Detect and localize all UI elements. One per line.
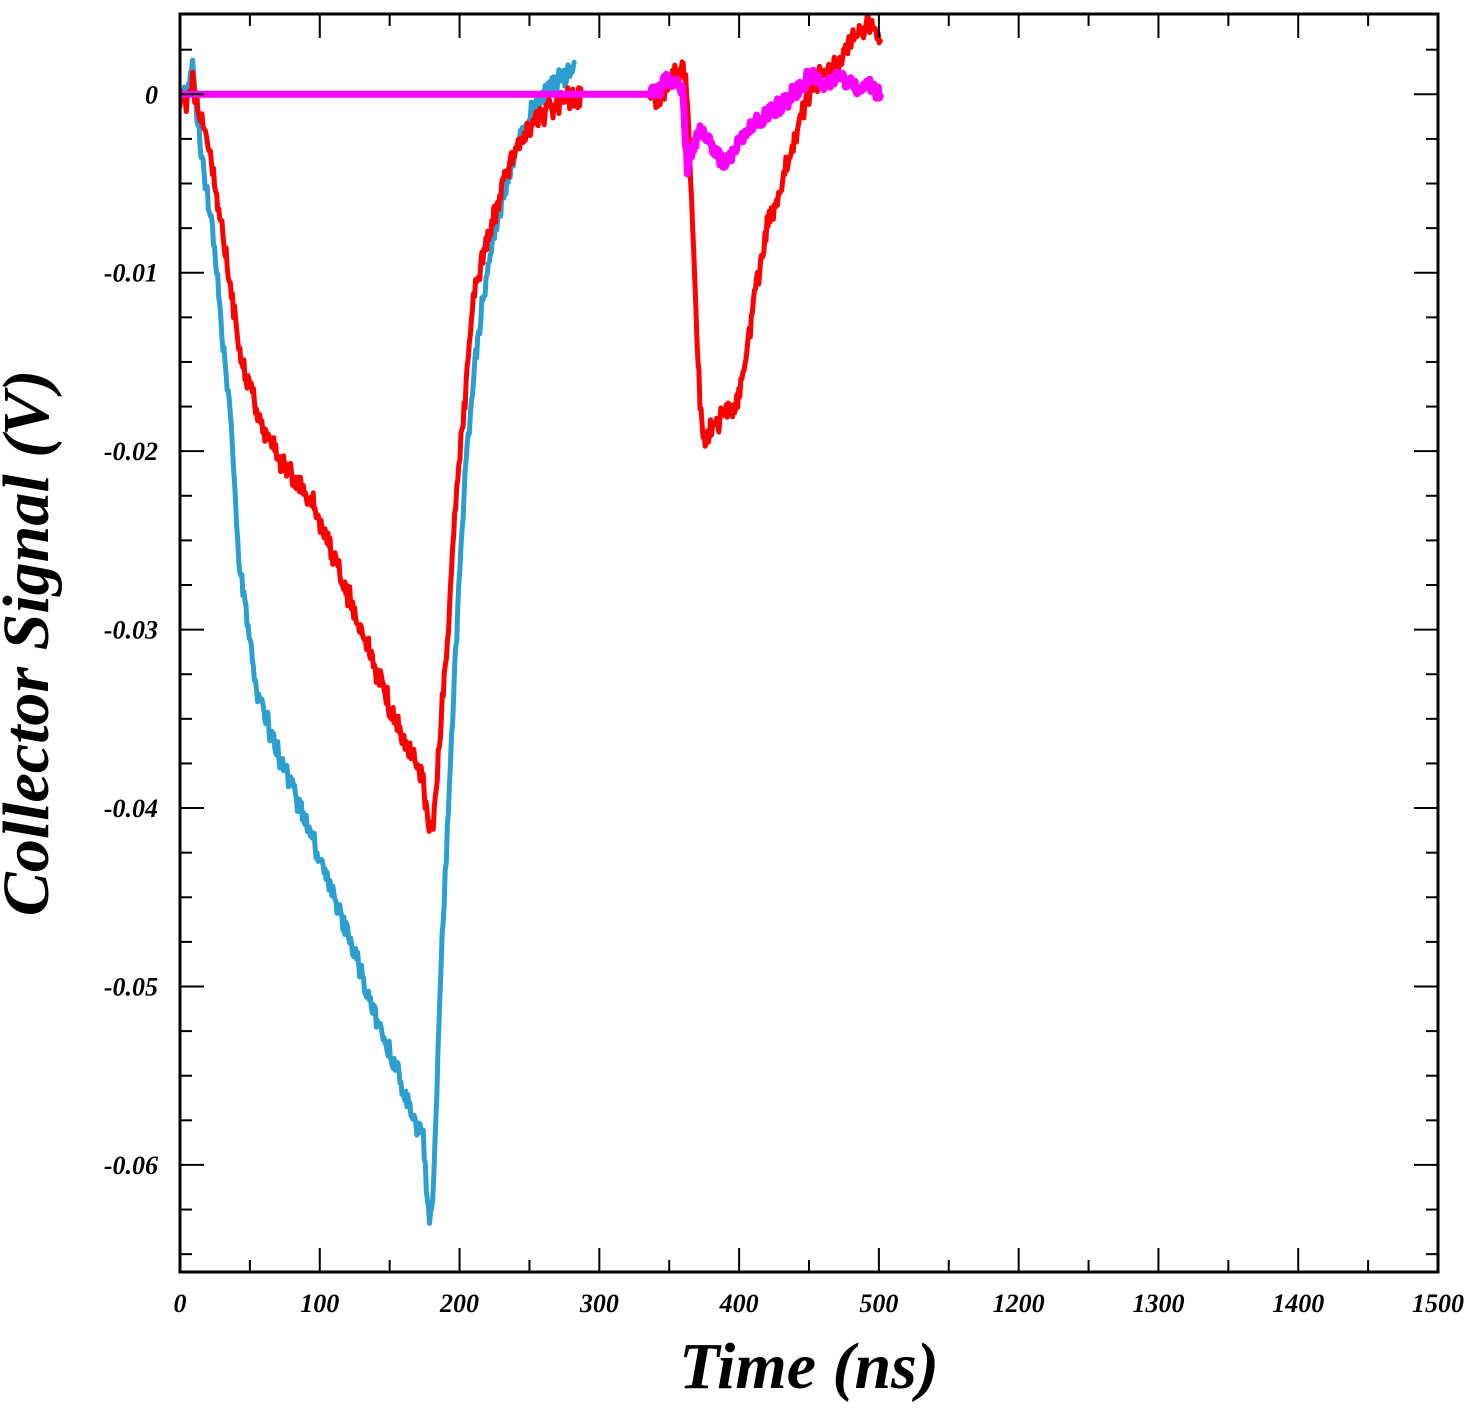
y-tick-label: -0.05 bbox=[104, 972, 158, 1001]
x-tick-label: 1300 bbox=[1132, 1289, 1184, 1318]
y-tick-label: -0.06 bbox=[104, 1151, 158, 1180]
y-axis-title: Collector Signal (V) bbox=[0, 370, 63, 916]
x-tick-label: 500 bbox=[859, 1289, 898, 1318]
y-tick-label: 0 bbox=[145, 80, 158, 109]
x-tick-label: 400 bbox=[719, 1289, 759, 1318]
series-line-2 bbox=[180, 14, 883, 834]
y-tick-label: -0.01 bbox=[104, 259, 158, 288]
x-tick-label: 100 bbox=[300, 1289, 339, 1318]
x-axis-title: Time (ns) bbox=[679, 1330, 939, 1403]
x-tick-label: 1200 bbox=[993, 1289, 1045, 1318]
x-tick-label: 1500 bbox=[1412, 1289, 1464, 1318]
series-line-3 bbox=[180, 66, 884, 178]
series-line-1 bbox=[180, 57, 577, 1226]
x-tick-label: 0 bbox=[174, 1289, 187, 1318]
y-tick-label: -0.04 bbox=[104, 794, 158, 823]
series-layer bbox=[180, 14, 884, 1226]
tick-labels-layer: 0 100 200 300 400 500 1200 1300 1400 1500 0 -0.01 -0… bbox=[104, 80, 1464, 1318]
x-tick-label: 300 bbox=[579, 1289, 619, 1318]
y-tick-label: -0.03 bbox=[104, 616, 158, 645]
x-tick-label: 1400 bbox=[1272, 1289, 1324, 1318]
y-tick-label: -0.02 bbox=[104, 437, 158, 466]
ticks-layer bbox=[179, 14, 1439, 1272]
x-tick-label: 200 bbox=[439, 1289, 479, 1318]
